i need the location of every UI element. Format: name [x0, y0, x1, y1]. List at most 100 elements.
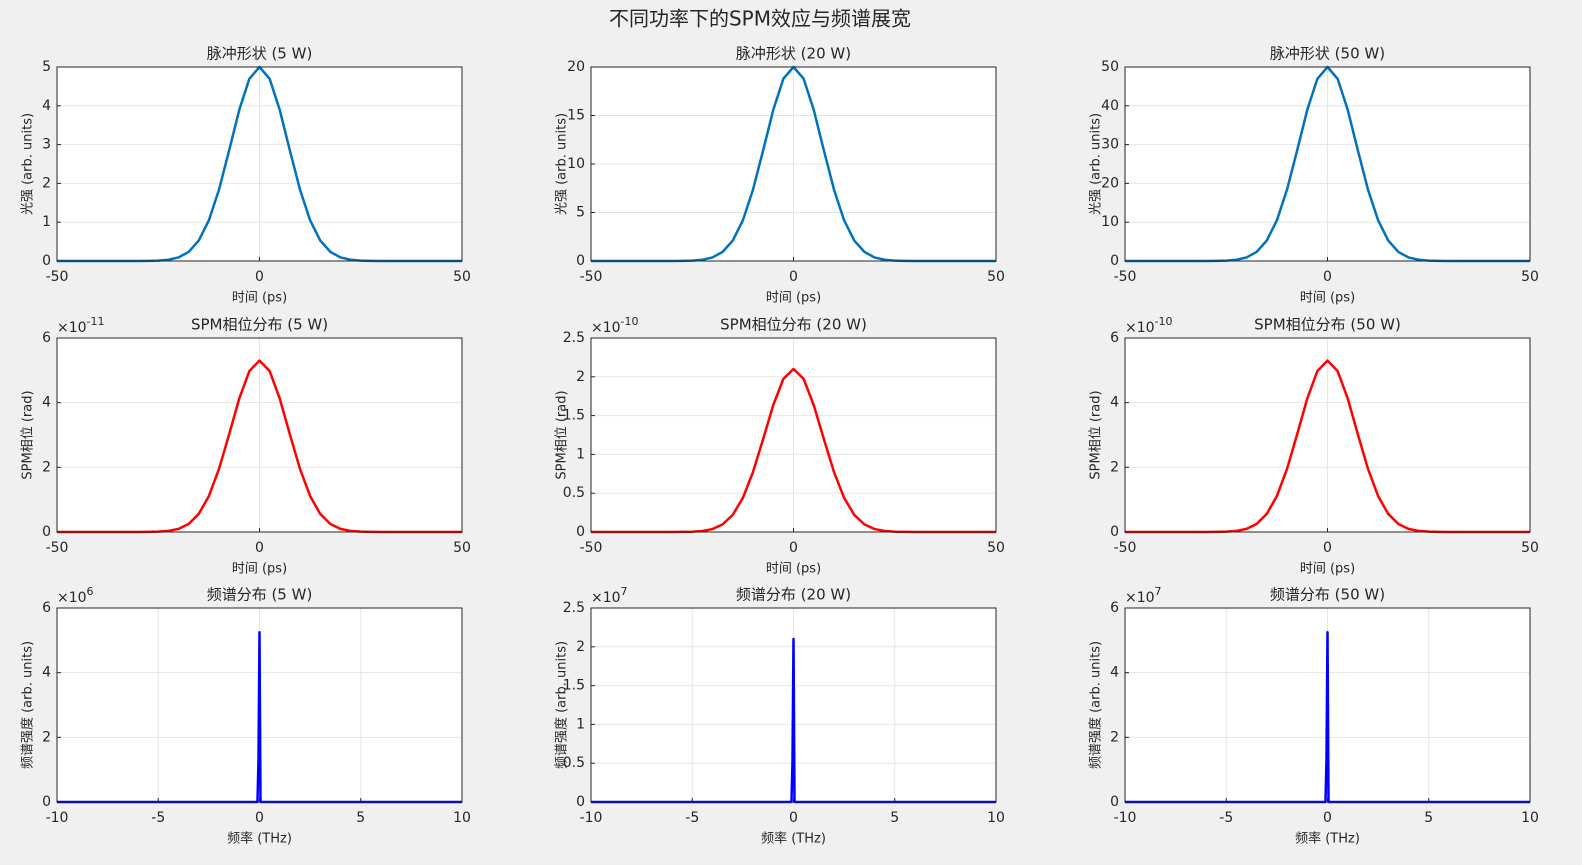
y-tick-label: 2.5 — [563, 600, 585, 616]
y-tick-label: 0 — [576, 794, 585, 810]
subplot-title: 脉冲形状 (20 W) — [736, 45, 851, 63]
x-tick-label: 5 — [356, 810, 365, 826]
y-tick-label: 5 — [576, 205, 585, 221]
y-tick-label: 2 — [1110, 729, 1119, 745]
x-axis-label: 时间 (ps) — [766, 291, 821, 306]
axes-box — [1124, 66, 1531, 262]
x-axis-label: 时间 (ps) — [1300, 562, 1355, 577]
y-tick-label: 3 — [42, 137, 51, 153]
y-axis-label: 光强 (arb. units) — [21, 113, 36, 215]
y-tick-label: 2 — [1110, 459, 1119, 475]
x-tick-label: 0 — [1323, 540, 1332, 556]
y-tick-label: 50 — [1101, 59, 1119, 75]
axes-box — [590, 66, 997, 262]
y-tick-label: 1 — [42, 214, 51, 230]
figure-title: 不同功率下的SPM效应与频谱展宽 — [609, 7, 911, 31]
subplot-title: SPM相位分布 (20 W) — [720, 316, 867, 334]
y-tick-label: 4 — [42, 665, 51, 681]
y-exponent-power: 7 — [621, 585, 628, 598]
y-tick-label: 0.5 — [563, 485, 585, 501]
axes-box — [590, 607, 997, 803]
x-tick-label: 50 — [987, 540, 1005, 556]
x-tick-label: -50 — [46, 540, 69, 556]
y-tick-label: 0 — [576, 253, 585, 269]
y-tick-label: 0 — [1110, 253, 1119, 269]
y-multiplier-base: ×10 — [1125, 320, 1155, 336]
y-exponent: ×10-10 — [591, 315, 639, 336]
x-axis-label: 时间 (ps) — [1300, 291, 1355, 306]
y-tick-label: 4 — [42, 98, 51, 114]
axes-box — [56, 337, 463, 533]
x-tick-label: 0 — [1323, 269, 1332, 285]
y-exponent: ×106 — [57, 585, 94, 606]
y-tick-label: 2.5 — [563, 330, 585, 346]
x-tick-label: 10 — [453, 810, 471, 826]
x-axis-label: 频率 (THz) — [227, 831, 292, 847]
y-axis-label: 频谱强度 (arb. units) — [20, 641, 36, 769]
y-exponent-power: -10 — [1155, 315, 1173, 328]
y-tick-label: 6 — [1110, 330, 1119, 346]
y-tick-label: 2 — [42, 459, 51, 475]
y-tick-label: 0 — [42, 253, 51, 269]
x-tick-label: 0 — [255, 540, 264, 556]
axes-box — [56, 66, 463, 262]
x-tick-label: 5 — [1424, 810, 1433, 826]
y-tick-label: 6 — [1110, 600, 1119, 616]
axes-box — [56, 607, 463, 803]
y-tick-label: 2 — [42, 729, 51, 745]
y-exponent-power: -11 — [87, 315, 105, 328]
x-axis-label: 频率 (THz) — [761, 831, 826, 847]
y-multiplier-base: ×10 — [591, 590, 621, 606]
y-tick-label: 4 — [1110, 665, 1119, 681]
subplot-title: 频谱分布 (5 W) — [207, 586, 313, 604]
y-tick-label: 0 — [1110, 794, 1119, 810]
x-axis-label: 时间 (ps) — [766, 562, 821, 577]
y-exponent-power: 7 — [1155, 585, 1162, 598]
x-tick-label: -10 — [46, 810, 69, 826]
x-tick-label: 50 — [453, 269, 471, 285]
subplot-title: 频谱分布 (50 W) — [1270, 586, 1385, 604]
x-tick-label: -50 — [580, 269, 603, 285]
x-tick-label: 0 — [789, 269, 798, 285]
y-exponent: ×10-10 — [1125, 315, 1173, 336]
y-tick-label: 0 — [1110, 524, 1119, 540]
subplot-title: SPM相位分布 (5 W) — [191, 316, 328, 334]
y-tick-label: 6 — [42, 600, 51, 616]
x-tick-label: 5 — [890, 810, 899, 826]
y-exponent-power: 6 — [87, 585, 94, 598]
y-axis-label: 光强 (arb. units) — [555, 113, 570, 215]
subplot-title: 脉冲形状 (50 W) — [1270, 45, 1385, 63]
y-tick-label: 6 — [42, 330, 51, 346]
y-tick-label: 1 — [576, 716, 585, 732]
y-axis-label: SPM相位 (rad) — [1089, 390, 1104, 479]
y-tick-label: 15 — [567, 108, 585, 124]
x-tick-label: 50 — [987, 269, 1005, 285]
y-tick-label: 0 — [576, 524, 585, 540]
y-tick-label: 2 — [576, 639, 585, 655]
y-tick-label: 0 — [42, 794, 51, 810]
y-tick-label: 4 — [42, 395, 51, 411]
x-tick-label: -5 — [151, 810, 165, 826]
x-tick-label: -50 — [580, 540, 603, 556]
y-exponent: ×107 — [591, 585, 628, 606]
y-tick-label: 5 — [42, 59, 51, 75]
x-tick-label: 50 — [453, 540, 471, 556]
x-tick-label: 0 — [255, 269, 264, 285]
x-tick-label: -5 — [1219, 810, 1233, 826]
x-tick-label: 0 — [255, 810, 264, 826]
y-tick-label: 20 — [1101, 175, 1119, 191]
x-tick-label: 0 — [789, 810, 798, 826]
x-axis-label: 时间 (ps) — [232, 562, 287, 577]
y-tick-label: 10 — [1101, 214, 1119, 230]
y-tick-label: 1.5 — [563, 408, 585, 424]
y-tick-label: 1.5 — [563, 678, 585, 694]
y-tick-label: 1 — [576, 446, 585, 462]
x-tick-label: 10 — [1521, 810, 1539, 826]
axes-box — [590, 337, 997, 533]
subplot-title: 频谱分布 (20 W) — [736, 586, 851, 604]
y-exponent: ×10-11 — [57, 315, 105, 336]
x-tick-label: 10 — [987, 810, 1005, 826]
x-tick-label: -50 — [1114, 269, 1137, 285]
